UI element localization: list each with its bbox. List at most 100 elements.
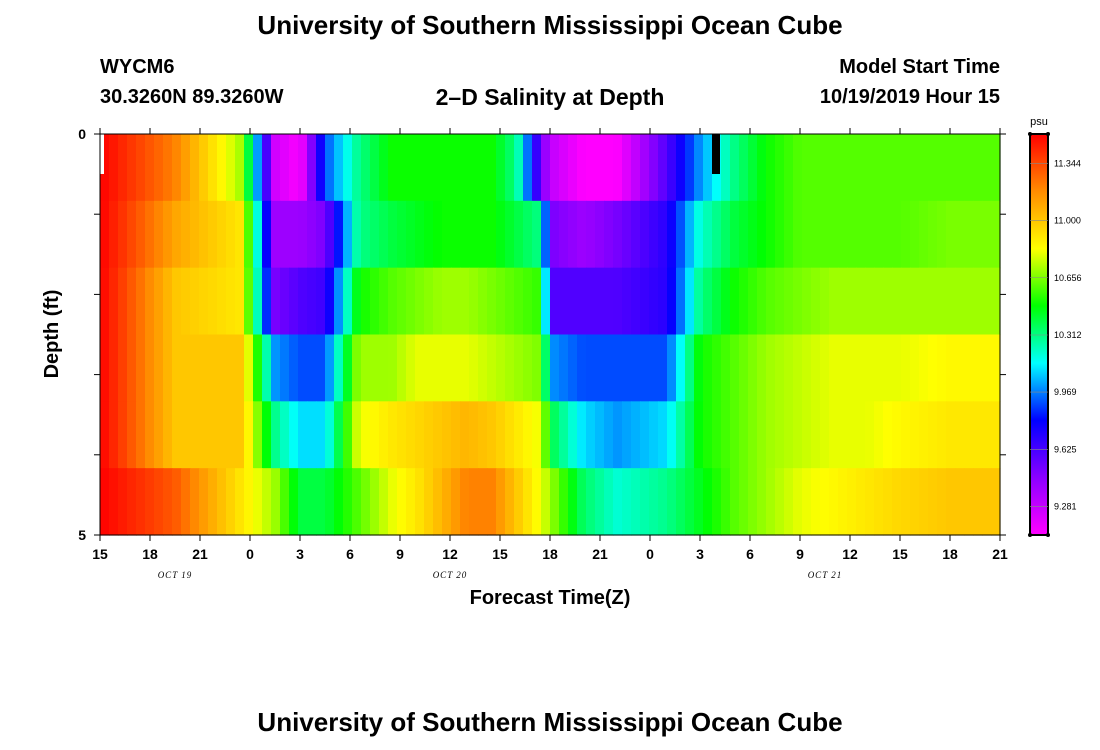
heatmap-cell: [730, 134, 740, 202]
heatmap-cell: [595, 334, 605, 402]
heatmap-cell: [964, 401, 974, 469]
heatmap-cell: [829, 468, 839, 536]
heatmap-cell: [532, 401, 542, 469]
heatmap-cell: [937, 134, 947, 202]
heatmap-cell: [784, 334, 794, 402]
colorbar-corner-dot: [1046, 533, 1050, 537]
heatmap-cell: [478, 134, 488, 202]
heatmap-cell: [847, 334, 857, 402]
heatmap-cell: [838, 200, 848, 269]
heatmap-cell: [451, 267, 461, 336]
x-tick-label: 18: [142, 546, 158, 562]
heatmap-cell: [775, 468, 785, 536]
heatmap-cell: [361, 267, 371, 336]
heatmap-cell: [415, 334, 425, 402]
heatmap-cell: [541, 267, 551, 336]
heatmap-cell: [559, 334, 569, 402]
heatmap-cell: [496, 468, 506, 536]
heatmap-cell: [865, 401, 875, 469]
heatmap-cell: [262, 200, 272, 269]
heatmap-cell: [343, 401, 353, 469]
heatmap-cell: [550, 334, 560, 402]
heatmap-cell: [829, 334, 839, 402]
heatmap-cell: [298, 134, 308, 202]
heatmap-cell: [595, 401, 605, 469]
heatmap-cell: [487, 334, 497, 402]
heatmap-cell: [937, 401, 947, 469]
heatmap-cell: [937, 468, 947, 536]
heatmap-cell: [676, 401, 686, 469]
heatmap-cell: [118, 200, 128, 269]
heatmap-cell: [172, 468, 182, 536]
heatmap-cell: [577, 468, 587, 536]
heatmap-cell: [802, 334, 812, 402]
heatmap-cell: [640, 134, 650, 202]
heatmap-cell: [145, 134, 155, 202]
heatmap-cell: [955, 200, 965, 269]
x-date-label: OCT 19: [158, 570, 193, 580]
heatmap-cell: [235, 267, 245, 336]
heatmap-cell: [586, 468, 596, 536]
heatmap-cell: [289, 267, 299, 336]
x-tick-label: 12: [842, 546, 858, 562]
heatmap-cell: [181, 468, 191, 536]
x-axis-title: Forecast Time(Z): [470, 587, 631, 609]
heatmap-cell: [550, 401, 560, 469]
heatmap-cell: [937, 200, 947, 269]
heatmap-cell: [766, 200, 776, 269]
heatmap-cell: [226, 200, 236, 269]
heatmap-cell: [505, 267, 515, 336]
heatmap-cell: [451, 134, 461, 202]
heatmap-cell: [487, 200, 497, 269]
heatmap-cell: [991, 134, 1001, 202]
heatmap-cell: [514, 334, 524, 402]
x-tick-label: 15: [92, 546, 108, 562]
heatmap-cell: [793, 334, 803, 402]
heatmap-cell: [442, 334, 452, 402]
heatmap-cell: [415, 200, 425, 269]
heatmap-cell: [739, 200, 749, 269]
heatmap-cell: [307, 468, 317, 536]
heatmap-cell: [631, 401, 641, 469]
heatmap-cell: [415, 468, 425, 536]
heatmap-cell: [136, 468, 146, 536]
heatmap-cell: [514, 401, 524, 469]
heatmap-cell: [703, 267, 713, 336]
heatmap-cell: [109, 267, 119, 336]
heatmap-cell: [307, 334, 317, 402]
heatmap-cell: [163, 200, 173, 269]
heatmap-cell: [847, 267, 857, 336]
heatmap-cell: [982, 334, 992, 402]
y-axis-title: Depth (ft): [41, 290, 63, 379]
heatmap-cell: [523, 134, 533, 202]
heatmap-cell: [163, 334, 173, 402]
heatmap-cell: [973, 200, 983, 269]
heatmap-cell: [955, 134, 965, 202]
heatmap-cell: [388, 134, 398, 202]
heatmap-cell: [892, 200, 902, 269]
heatmap-cell: [928, 401, 938, 469]
heatmap-cell: [415, 267, 425, 336]
heatmap-cell: [721, 134, 731, 202]
x-tick-label: 21: [192, 546, 208, 562]
heatmap-cell: [253, 334, 263, 402]
heatmap-cell: [910, 200, 920, 269]
heatmap-cell: [613, 401, 623, 469]
heatmap-cell: [118, 267, 128, 336]
heatmap-cell: [325, 334, 335, 402]
heatmap-cell: [406, 401, 416, 469]
heatmap-cell: [964, 334, 974, 402]
heatmap-cell: [442, 401, 452, 469]
heatmap-cell: [964, 267, 974, 336]
heatmap-cell: [667, 267, 677, 336]
missing-data-column-right: [712, 134, 720, 174]
heatmap-cell: [793, 468, 803, 536]
heatmap-cell: [694, 134, 704, 202]
heatmap-cell: [604, 267, 614, 336]
heatmap-cell: [748, 200, 758, 269]
heatmap-cell: [136, 267, 146, 336]
heatmap-cell: [334, 334, 344, 402]
heatmap-cell: [352, 401, 362, 469]
heatmap-cell: [316, 134, 326, 202]
heatmap-cell: [712, 334, 722, 402]
